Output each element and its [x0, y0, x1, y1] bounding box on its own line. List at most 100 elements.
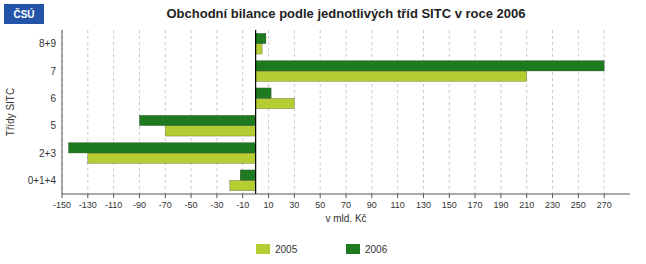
legend-label: 2005	[275, 244, 298, 255]
grid-line	[320, 30, 321, 194]
tick-label: 130	[416, 200, 431, 210]
legend-swatch	[346, 244, 360, 254]
bar	[256, 44, 262, 54]
grid-line	[87, 30, 88, 194]
legend-swatch	[256, 244, 270, 254]
tick-label: 50	[315, 200, 325, 210]
tick-label: 210	[519, 200, 534, 210]
tick-label: 30	[289, 200, 299, 210]
grid-line	[371, 30, 372, 194]
bar	[256, 88, 271, 98]
grid-line	[139, 30, 140, 194]
bar	[256, 98, 295, 108]
tick-label: -50	[185, 200, 198, 210]
grid-line	[165, 30, 166, 194]
grid-line	[500, 30, 501, 194]
tick-mark	[449, 194, 450, 198]
tick-mark	[475, 194, 476, 198]
grid-line	[346, 30, 347, 194]
tick-label: -110	[105, 200, 122, 210]
tick-mark	[397, 194, 398, 198]
bar	[165, 126, 255, 136]
tick-mark	[294, 194, 295, 198]
x-ticks: -150 -130 -110 -90 -70 -50 -30 -10 10 30 50 70 90 110…	[53, 194, 612, 210]
tick-mark	[500, 194, 501, 198]
tick-mark	[578, 194, 579, 198]
tick-label: 10	[264, 200, 274, 210]
tick-mark	[268, 194, 269, 198]
tick-mark	[216, 194, 217, 198]
grid-line	[268, 30, 269, 194]
legend: 2005 2006	[256, 244, 388, 255]
tick-mark	[552, 194, 553, 198]
grid-line	[449, 30, 450, 194]
tick-label: -10	[236, 200, 249, 210]
tick-label: 110	[390, 200, 404, 210]
category-label: 6	[50, 93, 56, 104]
grid-line	[113, 30, 114, 194]
grid-line	[423, 30, 424, 194]
tick-mark	[87, 194, 88, 198]
tick-mark	[346, 194, 347, 198]
grid-line	[294, 30, 295, 194]
tick-mark	[165, 194, 166, 198]
grid-line	[604, 30, 605, 194]
tick-mark	[423, 194, 424, 198]
tick-label: -130	[79, 200, 97, 210]
y-axis-label: Třídy SITC	[5, 88, 16, 136]
tick-label: -150	[53, 200, 71, 210]
tick-label: 250	[571, 200, 586, 210]
bar	[88, 153, 256, 163]
category-label: 0+1+4	[28, 175, 57, 186]
grid-line	[578, 30, 579, 194]
category-label: 7	[50, 66, 56, 77]
grid-line	[216, 30, 217, 194]
tick-label: 190	[493, 200, 508, 210]
y-ticks: 8+9 7 6 5 2+3 0+1+4	[28, 38, 57, 186]
tick-label: -30	[210, 200, 223, 210]
bar	[256, 33, 266, 43]
bar	[68, 143, 255, 153]
legend-label: 2006	[365, 244, 388, 255]
grid-line	[242, 30, 243, 194]
y-axis-line	[62, 30, 63, 194]
tick-mark	[139, 194, 140, 198]
tick-label: -70	[159, 200, 172, 210]
tick-label: 150	[442, 200, 457, 210]
tick-mark	[371, 194, 372, 198]
tick-mark	[113, 194, 114, 198]
bar	[256, 71, 527, 81]
grid-line	[397, 30, 398, 194]
tick-mark	[242, 194, 243, 198]
tick-mark	[526, 194, 527, 198]
grid	[62, 30, 604, 194]
tick-mark	[191, 194, 192, 198]
bars	[68, 33, 604, 190]
tick-mark	[62, 194, 63, 198]
grid-line	[552, 30, 553, 194]
grid-line	[62, 30, 63, 194]
x-axis-line	[62, 194, 630, 195]
tick-label: 70	[341, 200, 351, 210]
zero-line	[255, 30, 256, 194]
category-label: 5	[50, 120, 56, 131]
bar	[240, 170, 255, 180]
category-label: 8+9	[39, 38, 56, 49]
tick-label: 90	[367, 200, 377, 210]
tick-label: 230	[545, 200, 560, 210]
logo: ČSÚ	[4, 4, 44, 24]
tick-mark	[604, 194, 605, 198]
logo-box	[4, 4, 44, 24]
category-label: 2+3	[39, 148, 56, 159]
tick-label: 270	[597, 200, 612, 210]
tick-label: -90	[133, 200, 146, 210]
x-axis-label: v mld. Kč	[325, 213, 366, 224]
tick-mark	[320, 194, 321, 198]
tick-label: 170	[468, 200, 483, 210]
bar	[256, 61, 605, 71]
grid-line	[526, 30, 527, 194]
grid-line	[191, 30, 192, 194]
bar	[230, 180, 256, 190]
grid-line	[475, 30, 476, 194]
annotation: ČSÚ	[13, 8, 34, 20]
